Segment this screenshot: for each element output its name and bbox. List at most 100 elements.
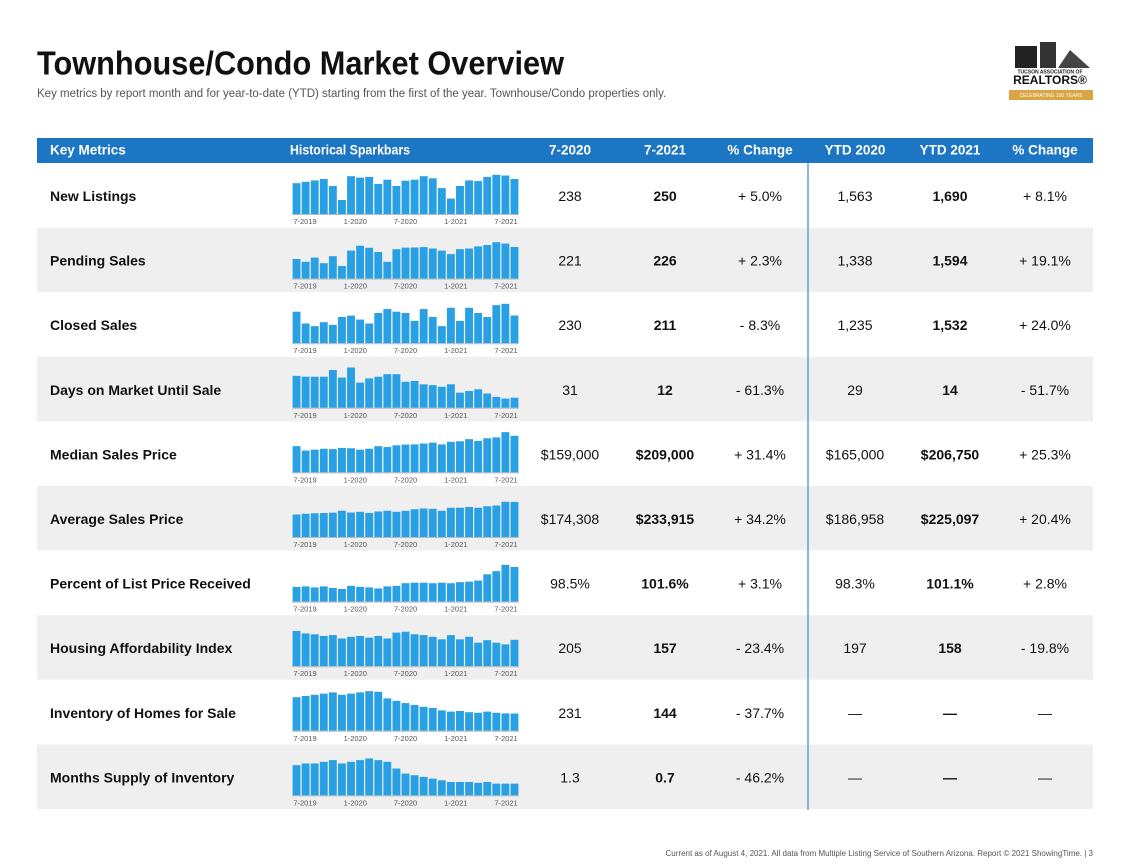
sparkbar-label: 1-2021	[444, 798, 467, 807]
sparkbar	[356, 177, 365, 214]
sparkbar	[483, 176, 492, 214]
sparkbar	[492, 712, 501, 731]
sparkbar	[374, 511, 383, 537]
cell: 226	[653, 253, 677, 269]
cell: 157	[653, 640, 677, 656]
sparkbar	[437, 780, 446, 796]
sparkbar	[328, 256, 337, 279]
sparkbar	[365, 637, 374, 667]
sparkbar-label: 1-2021	[444, 475, 467, 484]
sparkbar-label: 7-2019	[293, 217, 316, 226]
sparkbar	[347, 448, 355, 473]
cell: —	[943, 769, 957, 785]
sparkbar-label: 1-2020	[344, 798, 367, 807]
sparkbar	[510, 435, 519, 473]
sparkbar	[465, 248, 473, 279]
sparkbar	[465, 712, 473, 731]
sparkbar	[410, 444, 419, 473]
sparkbar	[419, 384, 428, 408]
metric-label: Average Sales Price	[50, 511, 184, 527]
sparkbar	[347, 693, 355, 731]
metric-label: Inventory of Homes for Sale	[50, 705, 236, 721]
sparkbar	[492, 505, 501, 537]
cell: 221	[558, 253, 582, 269]
sparkbar	[501, 303, 510, 344]
sparkbar	[401, 444, 410, 473]
sparkbar	[328, 692, 337, 731]
cell: - 19.8%	[1021, 640, 1069, 656]
sparkbar	[292, 446, 301, 473]
metric-label: Pending Sales	[50, 253, 146, 269]
sparkbar	[356, 635, 365, 667]
sparkbar	[419, 309, 428, 344]
sparkbar	[483, 506, 492, 537]
cell: + 24.0%	[1019, 317, 1071, 333]
sparkbar	[437, 582, 446, 602]
cell: 1,532	[932, 317, 967, 333]
sparkbar	[510, 246, 519, 279]
sparkbar	[338, 200, 346, 214]
sparkbar	[383, 374, 392, 408]
subtitle: Key metrics by report month and for year…	[37, 88, 666, 100]
cell: 31	[562, 382, 578, 398]
sparkbar	[310, 694, 319, 731]
row-background	[37, 486, 1093, 551]
cell: + 25.3%	[1019, 446, 1071, 462]
sparkbar	[428, 385, 437, 408]
cell: + 34.2%	[734, 511, 786, 527]
sparkbar	[456, 441, 464, 473]
sparkbar-label: 1-2021	[444, 217, 467, 226]
sparkbar	[446, 384, 455, 408]
sparkbar-label: 1-2021	[444, 734, 467, 743]
sparkbar	[374, 183, 383, 214]
logo-banner	[1009, 90, 1093, 100]
sparkbar	[465, 636, 473, 667]
sparkbar	[347, 176, 355, 214]
sparkbar	[474, 389, 483, 408]
sparkbar	[365, 587, 374, 602]
sparkbar	[419, 508, 428, 537]
sparkbar	[347, 512, 355, 537]
sparkbar	[483, 640, 492, 667]
sparkbar	[483, 438, 492, 473]
cell: $225,097	[921, 511, 980, 527]
sparkbar	[338, 266, 346, 279]
sparkbar	[356, 319, 365, 344]
metric-label: Closed Sales	[50, 317, 137, 333]
sparkbar	[310, 326, 319, 344]
column-header: 7-2021	[644, 143, 687, 158]
sparkbar	[374, 446, 383, 473]
sparkbar	[401, 583, 410, 602]
sparkbar	[310, 763, 319, 796]
sparkbar-label: 1-2020	[344, 282, 367, 291]
sparkbar	[392, 186, 401, 214]
sparkbar	[437, 639, 446, 667]
sparkbar	[501, 644, 510, 667]
sparkbar-label: 1-2021	[444, 605, 467, 614]
sparkbar	[301, 586, 310, 602]
sparkbar	[301, 696, 310, 731]
cell: —	[1038, 705, 1052, 721]
sparkbar	[338, 763, 346, 796]
sparkbar	[501, 501, 510, 537]
sparkbar-label: 7-2021	[494, 475, 517, 484]
cell: 101.1%	[926, 576, 974, 592]
sparkbar	[374, 760, 383, 796]
row-background	[37, 615, 1093, 680]
sparkbar	[392, 585, 401, 602]
sparkbar-label: 7-2019	[293, 540, 316, 549]
sparkbar-label: 7-2019	[293, 282, 316, 291]
sparkbar	[419, 176, 428, 214]
sparkbar	[492, 437, 501, 473]
sparkbar-label: 1-2020	[344, 411, 367, 420]
sparkbar-label: 7-2021	[494, 669, 517, 678]
sparkbar-label: 7-2021	[494, 346, 517, 355]
cell: - 51.7%	[1021, 382, 1069, 398]
sparkbar	[365, 378, 374, 408]
sparkbar	[292, 765, 301, 796]
sparkbar	[474, 712, 483, 731]
cell: 205	[558, 640, 582, 656]
sparkbar	[410, 380, 419, 408]
sparkbar	[446, 507, 455, 537]
